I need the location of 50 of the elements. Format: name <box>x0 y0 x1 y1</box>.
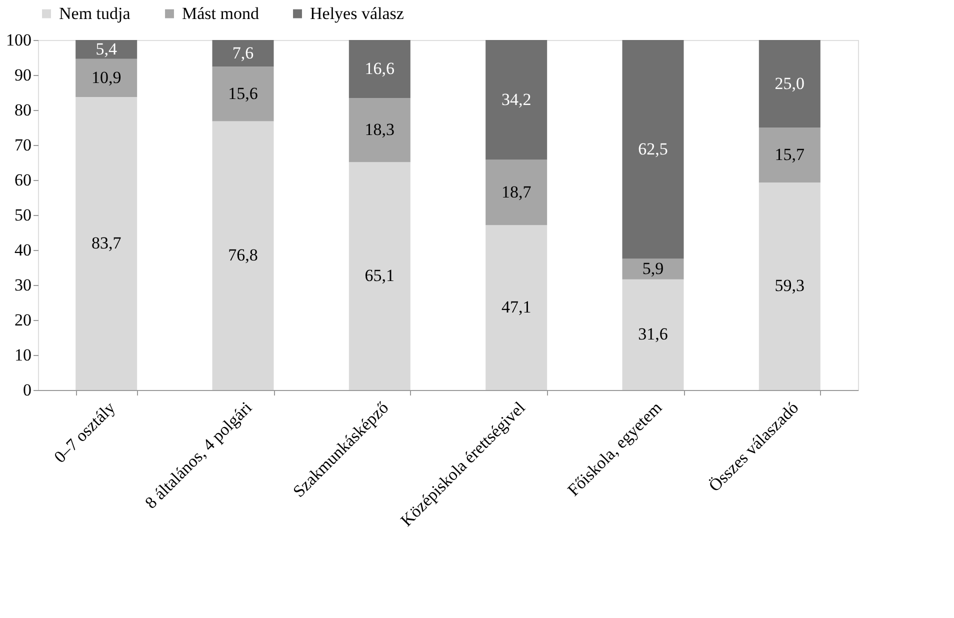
data-label: 47,1 <box>501 298 532 317</box>
data-label: 5,9 <box>642 259 664 278</box>
bar <box>758 182 820 390</box>
y-tick-label: 100 <box>6 30 32 50</box>
data-label: 25,0 <box>774 74 805 93</box>
data-label: 62,5 <box>638 139 668 158</box>
bar <box>348 40 410 98</box>
bar <box>622 279 684 390</box>
data-label: 5,4 <box>96 39 118 58</box>
bar <box>486 40 548 160</box>
bar <box>76 97 138 390</box>
bar <box>486 225 548 390</box>
bar <box>486 160 548 226</box>
y-tick-label: 20 <box>14 310 32 330</box>
data-label: 59,3 <box>774 276 805 296</box>
data-label: 31,6 <box>638 324 668 344</box>
legend-label: Helyes válasz <box>310 4 404 23</box>
bar <box>76 58 138 98</box>
data-label: 83,7 <box>91 234 122 253</box>
data-label: 10,9 <box>91 68 122 87</box>
bar <box>212 40 274 67</box>
y-tick-label: 80 <box>14 100 32 120</box>
data-label: 76,8 <box>228 246 258 265</box>
legend-label: Nem tudja <box>59 4 131 23</box>
bar <box>76 40 138 59</box>
data-label: 15,7 <box>774 144 806 164</box>
bar <box>758 128 820 182</box>
y-tick-label: 10 <box>14 346 32 364</box>
y-tick-label: 60 <box>14 170 32 190</box>
data-label: 34,2 <box>501 90 532 109</box>
y-tick-label: 30 <box>14 276 32 294</box>
data-label: 7,6 <box>232 43 254 62</box>
y-tick-label: 50 <box>14 206 32 224</box>
bar <box>212 121 274 390</box>
bar <box>348 162 410 390</box>
y-tick-label: 0 <box>23 380 32 400</box>
data-label: 65,1 <box>364 266 395 286</box>
data-label: 18,3 <box>364 120 395 140</box>
data-label: 18,7 <box>501 182 532 202</box>
bar <box>622 40 684 259</box>
bar <box>758 40 820 128</box>
bar <box>348 98 410 162</box>
y-tick-label: 90 <box>14 66 32 84</box>
data-label: 16,6 <box>364 59 395 78</box>
y-tick-label: 70 <box>14 136 32 154</box>
y-tick-label: 40 <box>14 240 32 260</box>
bar <box>212 66 274 122</box>
bar <box>622 258 684 280</box>
data-label: 15,6 <box>228 84 258 103</box>
legend-label: Mást mond <box>182 4 260 23</box>
